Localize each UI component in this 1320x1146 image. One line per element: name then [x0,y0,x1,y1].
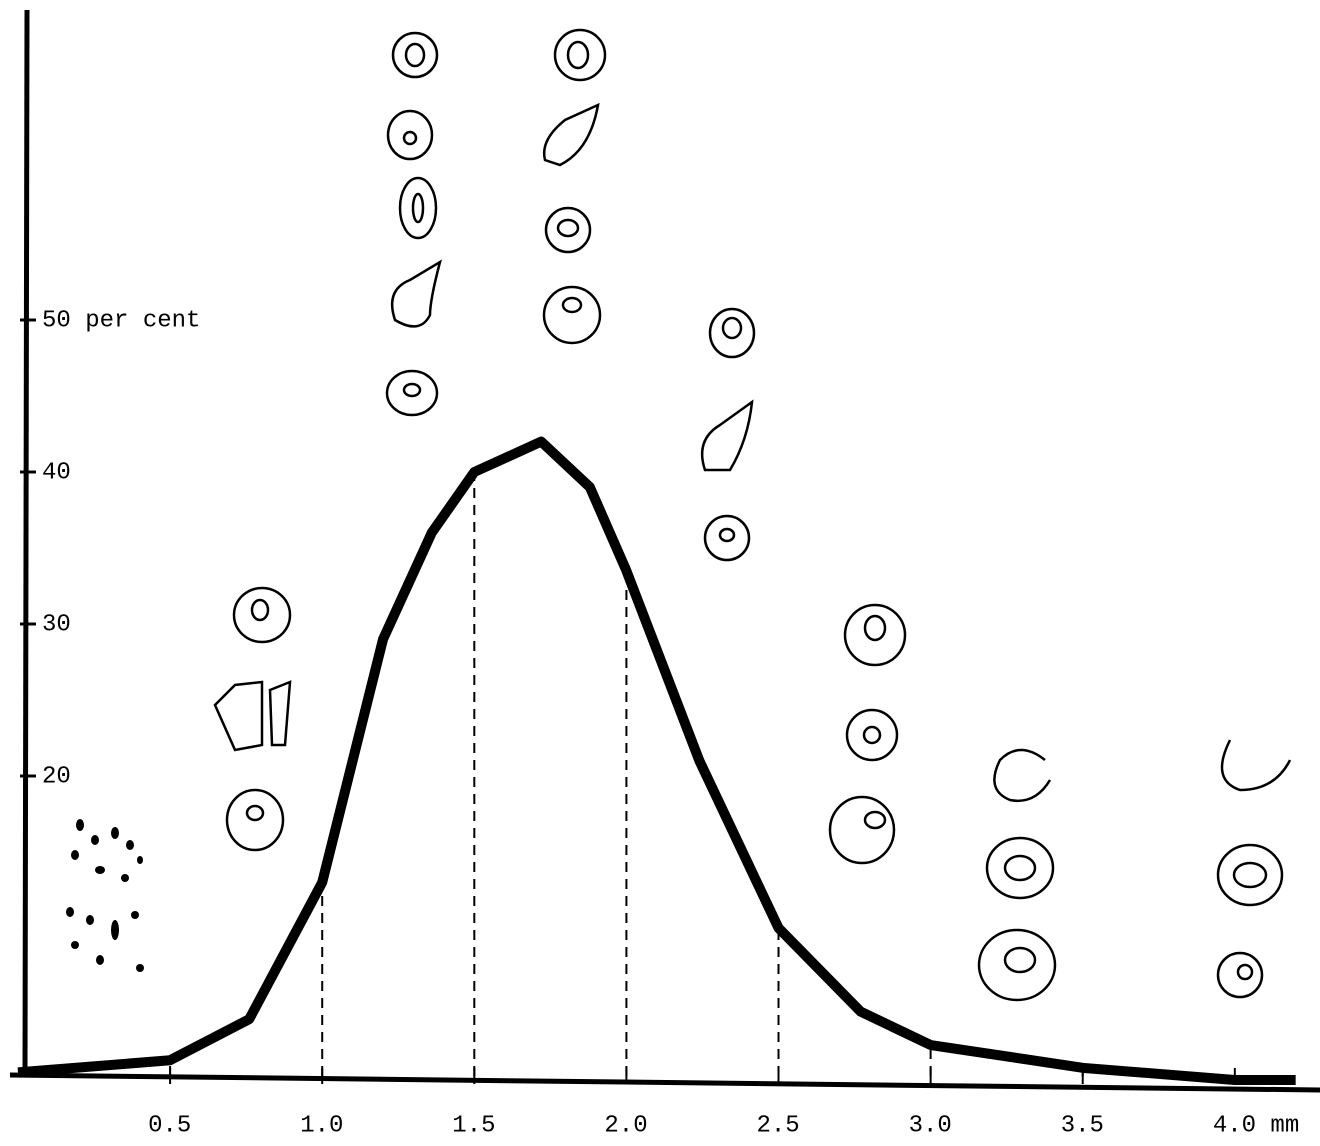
y-tick-label: 30 [42,611,71,638]
y-tick-label: 40 [42,459,71,486]
x-tick-label: 2.0 [604,1112,647,1139]
x-tick-label: 1.0 [300,1112,343,1139]
x-tick-label: 4.0 mm [1213,1112,1299,1139]
x-tick-label: 2.5 [757,1112,800,1139]
x-tick-label: 3.0 [909,1112,952,1139]
x-axis [9,1072,1320,1093]
x-tick-label: 0.5 [148,1112,191,1139]
y-tick-label: 20 [42,763,71,790]
curve [17,436,1296,1085]
y-axis [22,9,30,1076]
x-tick-label: 3.5 [1061,1112,1104,1139]
y-tick-label: 50 per cent [42,307,200,334]
x-tick-label: 1.5 [452,1112,495,1139]
particle-sketches [66,28,1292,1002]
